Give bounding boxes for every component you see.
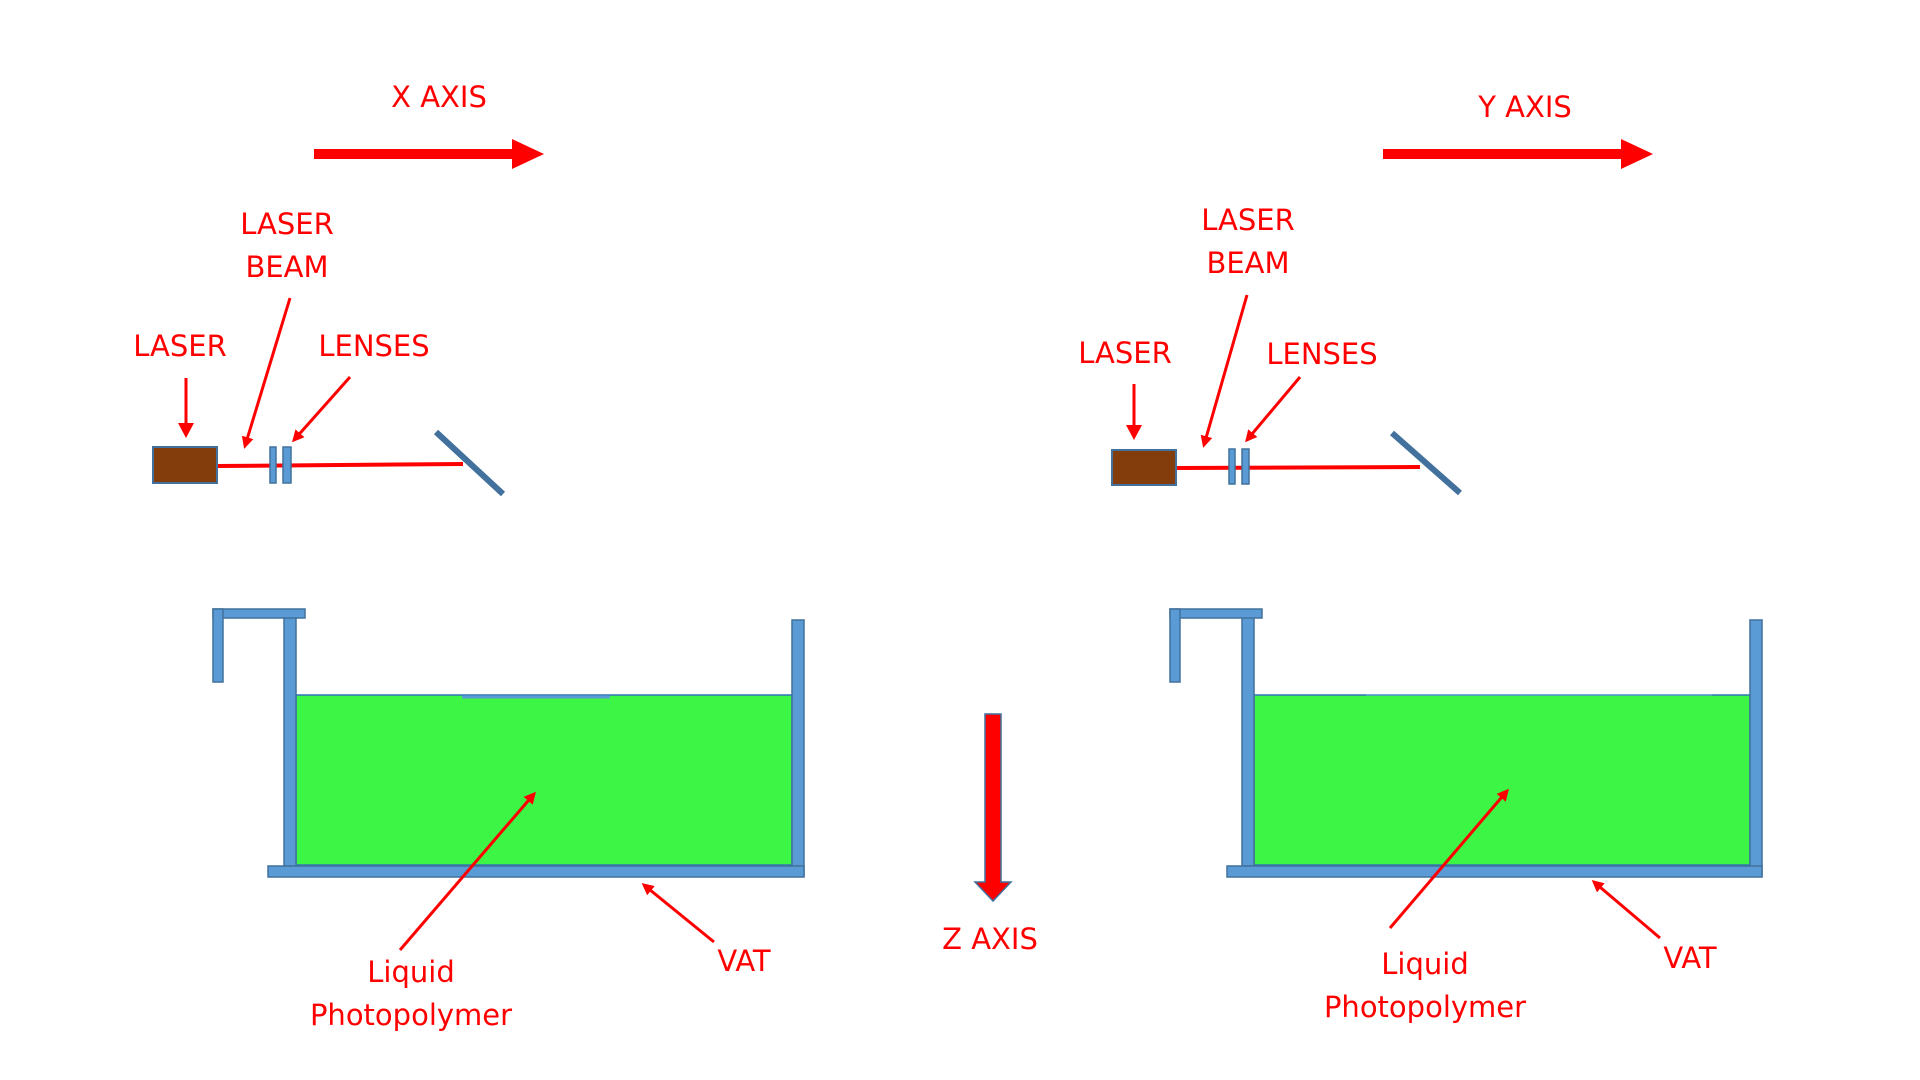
z-axis-label: Z AXIS (942, 922, 1038, 956)
left-vat-pointer (641, 883, 715, 944)
left-laser-beam (216, 462, 464, 468)
mirror-icon (1390, 430, 1462, 496)
y-axis-label: Y AXIS (1478, 90, 1572, 124)
left-beam-label: LASER BEAM (240, 203, 334, 289)
right-liquid-pointer (1388, 788, 1509, 929)
right-lenses-label: LENSES (1266, 337, 1378, 371)
left-liquid-label: Liquid Photopolymer (310, 951, 512, 1037)
left-beam-pointer (241, 297, 292, 449)
lens-icon (1228, 448, 1236, 485)
left-liquid-photopolymer (295, 694, 793, 866)
right-beam-label-line2: BEAM (1206, 246, 1290, 280)
left-beam-label-line1: LASER (240, 207, 334, 241)
x-axis-arrow (314, 139, 544, 169)
left-liquid-label-line1: Liquid (367, 955, 455, 989)
lens-icon (282, 446, 292, 484)
right-liquid-label: Liquid Photopolymer (1324, 943, 1526, 1029)
left-laser-label: LASER (133, 329, 227, 363)
x-axis-label: X AXIS (391, 80, 487, 114)
right-vat (1169, 608, 1763, 878)
laser-emitter-icon (1111, 449, 1177, 486)
left-lenses-label: LENSES (318, 329, 430, 363)
y-axis-arrow (1383, 139, 1653, 169)
right-liquid-label-line2: Photopolymer (1323, 990, 1527, 1024)
right-laser-label: LASER (1078, 336, 1172, 370)
z-axis-arrow (973, 713, 1013, 903)
right-beam-label-line1: LASER (1201, 203, 1295, 237)
right-liquid-label-line1: Liquid (1381, 947, 1469, 981)
lens-icon (1241, 448, 1250, 485)
right-vat-pointer (1591, 880, 1661, 940)
right-vat-label: VAT (1663, 941, 1717, 975)
left-optics (152, 429, 506, 497)
left-beam-label-line2: BEAM (245, 250, 329, 284)
lens-icon (269, 446, 277, 484)
mirror-icon (433, 429, 506, 497)
right-beam-label: LASER BEAM (1201, 199, 1295, 285)
right-liquid-photopolymer (1253, 694, 1751, 866)
right-beam-pointer (1200, 294, 1249, 448)
left-liquid-label-line2: Photopolymer (309, 998, 513, 1032)
right-laser-beam (1175, 465, 1421, 470)
left-vat-label: VAT (717, 944, 771, 978)
left-vat (212, 608, 805, 878)
left-liquid-pointer (398, 791, 536, 951)
right-optics (1111, 430, 1462, 496)
right-lenses-pointer (1245, 376, 1302, 443)
laser-emitter-icon (152, 446, 218, 484)
left-lenses-pointer (292, 376, 352, 443)
